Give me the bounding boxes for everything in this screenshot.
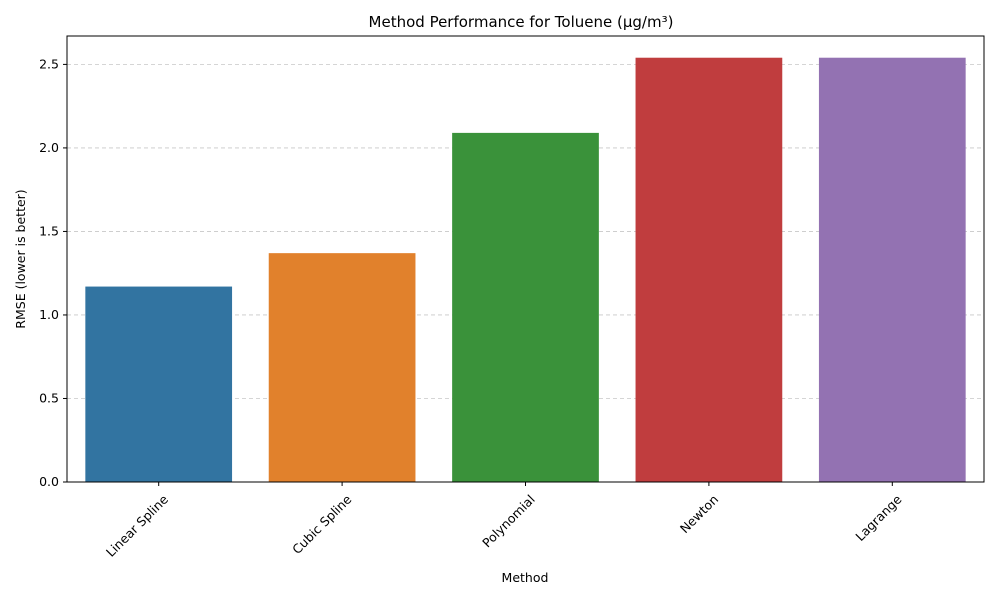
x-tick-label: Polynomial [479, 492, 538, 551]
x-tick-label: Linear Spline [103, 491, 171, 559]
x-tick-label: Newton [677, 492, 721, 536]
bars-layer [85, 57, 966, 482]
bar-linear-spline [85, 286, 233, 482]
y-tick-label: 0.0 [39, 474, 59, 489]
x-tick-label: Cubic Spline [289, 491, 355, 557]
y-tick-label: 1.0 [39, 307, 59, 322]
bar-newton [635, 57, 783, 482]
bar-polynomial [452, 132, 599, 482]
bar-lagrange [818, 57, 966, 482]
bar-cubic-spline [268, 253, 416, 482]
y-tick-label: 2.5 [39, 56, 59, 71]
x-tick-label: Lagrange [852, 491, 904, 543]
y-tick-label: 1.5 [39, 223, 59, 238]
x-axis-label: Method [502, 570, 549, 585]
chart-title: Method Performance for Toluene (µg/m³) [369, 13, 674, 31]
y-axis-label: RMSE (lower is better) [13, 189, 28, 328]
plot-frame [66, 35, 985, 483]
y-tick-label: 0.5 [39, 390, 59, 405]
y-tick-label: 2.0 [39, 140, 59, 155]
